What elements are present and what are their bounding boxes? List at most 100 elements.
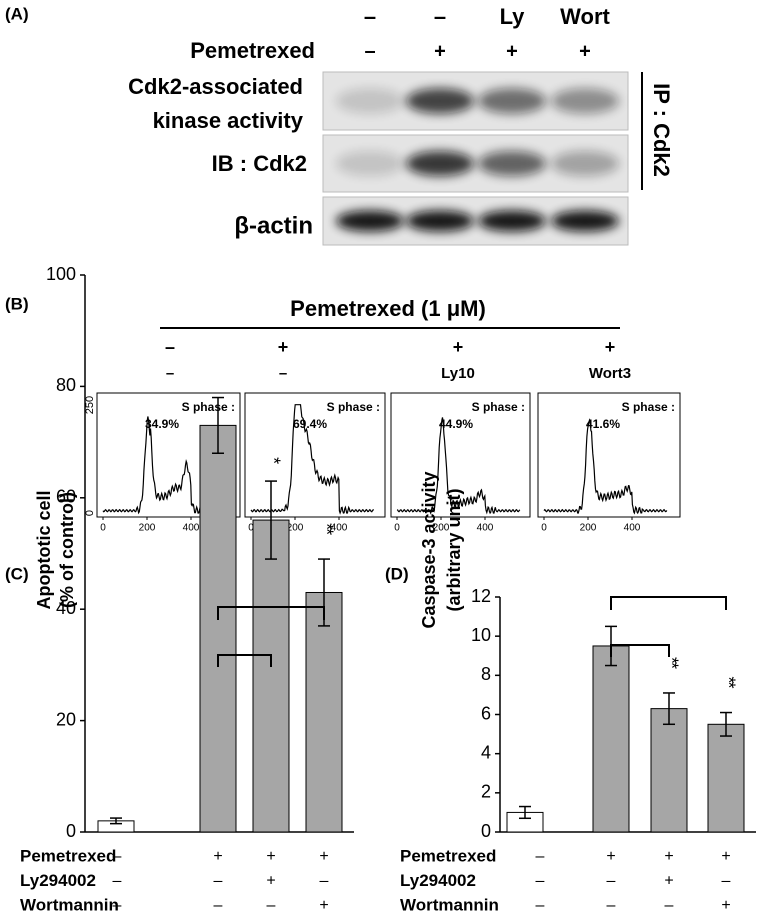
label: Wortmannin [400, 895, 499, 914]
label: + [605, 337, 616, 357]
label: (B) [5, 294, 29, 313]
bar [592, 645, 630, 833]
label: 400 [477, 523, 494, 534]
label: + [664, 873, 673, 890]
significance: * [263, 457, 283, 464]
histogram-frame [390, 392, 531, 518]
band [406, 210, 474, 232]
label: + [266, 873, 275, 890]
label: 0 [481, 821, 491, 841]
label: (% of control) [57, 492, 77, 608]
label: (D) [385, 564, 409, 583]
label: + [278, 337, 289, 357]
label: 80 [56, 375, 76, 395]
histogram-frame [537, 392, 681, 518]
band [478, 88, 546, 114]
label: 250 [84, 396, 96, 414]
label: 0 [66, 821, 76, 841]
significance: ** [718, 677, 738, 689]
comparison-bracket [610, 596, 727, 610]
label: – [214, 897, 223, 914]
label: Wort3 [589, 365, 631, 382]
label: – [279, 365, 287, 382]
band [336, 210, 404, 232]
label: (A) [5, 4, 29, 23]
band [406, 150, 474, 177]
label: IB : Cdk2 [212, 151, 307, 176]
label: 400 [624, 523, 641, 534]
label: 40 [56, 598, 76, 618]
label: 200 [139, 523, 156, 534]
label: + [579, 40, 591, 62]
label: Ly294002 [400, 871, 476, 890]
label: 4 [481, 742, 491, 762]
label: 0 [541, 523, 547, 534]
label: Apoptotic cell [34, 490, 54, 609]
label: – [607, 897, 616, 914]
label: – [214, 873, 223, 890]
label: 0 [394, 523, 400, 534]
label: – [536, 897, 545, 914]
label: – [320, 873, 329, 890]
label: – [113, 873, 122, 890]
label: 100 [46, 264, 76, 284]
label: 12 [471, 586, 491, 606]
bar [252, 519, 290, 833]
label: + [721, 897, 730, 914]
label: 41.6% [586, 417, 620, 431]
label: – [364, 4, 376, 29]
label: 200 [580, 523, 597, 534]
label: S phase : [472, 400, 525, 414]
band [406, 88, 474, 114]
label: β-actin [234, 212, 313, 239]
label: – [267, 897, 276, 914]
label: 44.9% [439, 417, 473, 431]
label: 6 [481, 703, 491, 723]
bar [707, 723, 745, 833]
label: Caspase-3 activity [419, 471, 439, 628]
label: kinase activity [153, 108, 304, 133]
band [336, 150, 404, 177]
label: (arbitrary unit) [444, 488, 464, 611]
label: S phase : [327, 400, 380, 414]
bar [199, 424, 237, 833]
significance: ** [316, 523, 336, 535]
label: S phase : [622, 400, 675, 414]
label: 10 [471, 625, 491, 645]
label: Pemetrexed [20, 846, 116, 865]
label: + [453, 337, 464, 357]
histogram-frame [96, 392, 241, 518]
label: Ly294002 [20, 871, 96, 890]
histogram-curve [396, 417, 521, 515]
label: Wortmannin [20, 895, 119, 914]
band [551, 88, 619, 114]
label: + [664, 848, 673, 865]
histogram-frame [244, 392, 386, 518]
label: 2 [481, 782, 491, 802]
label: + [506, 40, 518, 62]
label: 0 [248, 523, 254, 534]
label: – [665, 897, 674, 914]
label: – [536, 873, 545, 890]
label: 60 [56, 487, 76, 507]
label: (C) [5, 564, 29, 583]
band [478, 150, 546, 177]
label: Wort [560, 4, 610, 29]
label: – [113, 848, 122, 865]
label: S phase : [182, 400, 235, 414]
label: 20 [56, 709, 76, 729]
label: 200 [433, 523, 450, 534]
label: – [166, 365, 174, 382]
label: + [606, 848, 615, 865]
label: – [364, 40, 375, 62]
band [551, 210, 619, 232]
label: 0 [100, 523, 106, 534]
comparison-bracket [217, 654, 272, 667]
label: – [722, 873, 731, 890]
label: + [319, 897, 328, 914]
label: Cdk2-associated [128, 74, 303, 99]
label: + [319, 848, 328, 865]
label: + [721, 848, 730, 865]
